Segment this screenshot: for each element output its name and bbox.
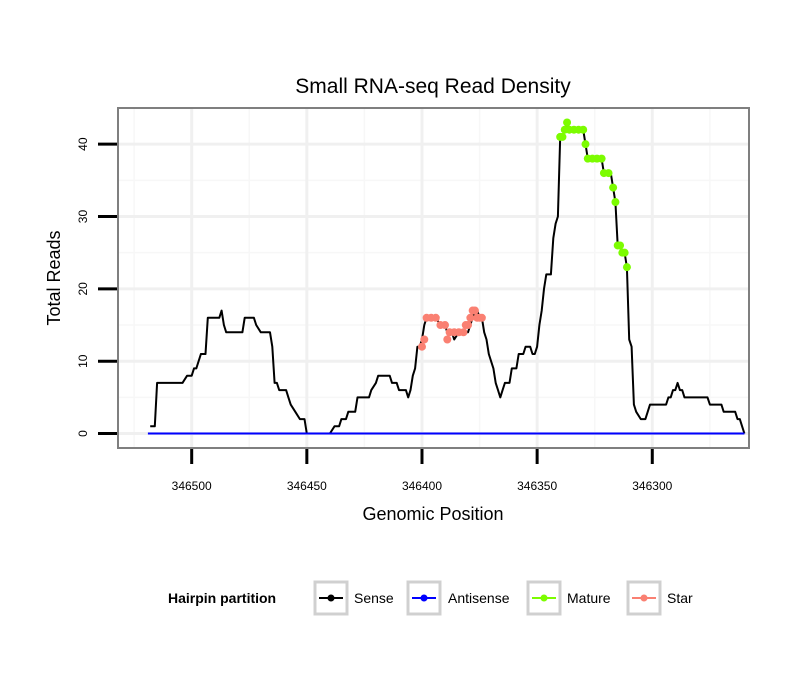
sense-line [150,121,746,435]
x-tick-label-2: 346400 [402,479,442,493]
mature-point-16 [611,198,620,207]
star-point-14 [466,313,475,322]
legend-key-point-star [640,594,648,602]
x-tick-label-3: 346350 [517,479,557,493]
mature-point-12 [597,154,606,163]
legend-label-star: Star [667,590,693,606]
chart-title: Small RNA-seq Read Density [295,75,571,98]
y-axis: 0 10 20 30 40 [76,137,117,437]
mature-point-14 [604,169,613,178]
x-tick-label-4: 346300 [632,479,672,493]
x-axis: 346500 346450 346400 346350 346300 [172,449,673,493]
mature-point-8 [581,140,590,149]
star-point-19 [477,313,486,322]
star-point-7 [443,335,452,344]
star-point-0 [417,342,426,351]
legend-key-point-sense [327,594,335,602]
x-tick-label-1: 346450 [287,479,327,493]
mature-point-18 [616,241,625,250]
mature-point-21 [622,263,631,272]
y-tick-label-4: 40 [76,137,90,151]
y-axis-title: Total Reads [44,230,64,325]
star-point-1 [420,335,429,344]
star-point-4 [431,313,440,322]
y-tick-label-1: 10 [76,354,90,368]
y-tick-label-2: 20 [76,282,90,296]
y-tick-label-0: 0 [76,430,90,437]
mature-point-20 [620,248,629,257]
legend-label-mature: Mature [567,590,611,606]
legend-key-point-mature [540,594,548,602]
star-point-6 [441,321,450,330]
mature-point-3 [563,118,572,127]
panel-border [117,107,750,449]
mature-point-7 [579,125,588,134]
mature-point-15 [609,183,618,192]
series-points [417,118,631,351]
series-lines [147,121,746,435]
star-point-13 [464,321,473,330]
star-point-11 [459,328,468,337]
mature-point-1 [558,132,567,141]
star-point-16 [470,306,479,315]
x-axis-title: Genomic Position [362,504,503,524]
legend-label-antisense: Antisense [448,590,510,606]
grid [118,108,749,448]
legend-key-point-antisense [420,594,428,602]
x-tick-label-0: 346500 [172,479,212,493]
y-tick-label-3: 30 [76,210,90,224]
legend-title: Hairpin partition [168,590,276,606]
legend-label-sense: Sense [354,590,394,606]
legend: Hairpin partition Sense Antisense Mature St… [168,580,693,616]
